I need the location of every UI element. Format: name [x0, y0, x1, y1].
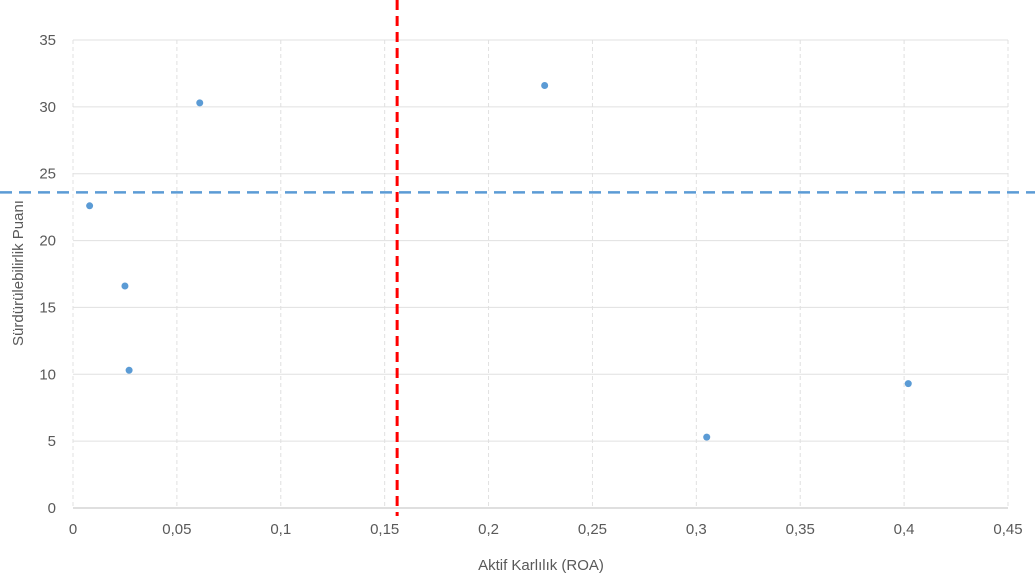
data-point [541, 81, 549, 89]
grid-lines [72, 39, 1009, 509]
x-tick-label: 0,2 [478, 521, 499, 538]
x-tick-label: 0,25 [578, 521, 607, 538]
x-tick-label: 0,1 [270, 521, 291, 538]
y-tick-label: 5 [48, 433, 56, 450]
data-points [86, 81, 912, 441]
x-tick-label: 0,4 [894, 521, 915, 538]
y-tick-label: 35 [39, 32, 56, 49]
data-point [86, 202, 94, 210]
y-tick-label: 10 [39, 366, 56, 383]
data-point [904, 380, 912, 388]
data-point [121, 282, 129, 290]
x-tick-label: 0 [69, 521, 77, 538]
data-point [125, 366, 133, 374]
x-tick-label: 0,35 [786, 521, 815, 538]
x-tick-label: 0,05 [162, 521, 191, 538]
y-tick-label: 15 [39, 299, 56, 316]
x-tick-label: 0,15 [370, 521, 399, 538]
data-point [703, 433, 711, 441]
y-tick-label: 20 [39, 233, 56, 250]
data-point [196, 99, 204, 107]
x-tick-label: 0,3 [686, 521, 707, 538]
y-tick-label: 0 [48, 500, 56, 517]
x-axis-title: Aktif Karlılık (ROA) [478, 557, 604, 574]
y-axis-title: Sürdürülebilirlik Puanı [10, 200, 27, 346]
tick-labels: 0 0,05 0,1 0,15 0,2 0,25 0,3 0,35 0,4 0,45 0 5 10 15 2… [39, 32, 1022, 538]
y-tick-label: 30 [39, 99, 56, 116]
x-tick-label: 0,45 [993, 521, 1022, 538]
y-tick-label: 25 [39, 166, 56, 183]
reference-lines [0, 0, 1035, 516]
